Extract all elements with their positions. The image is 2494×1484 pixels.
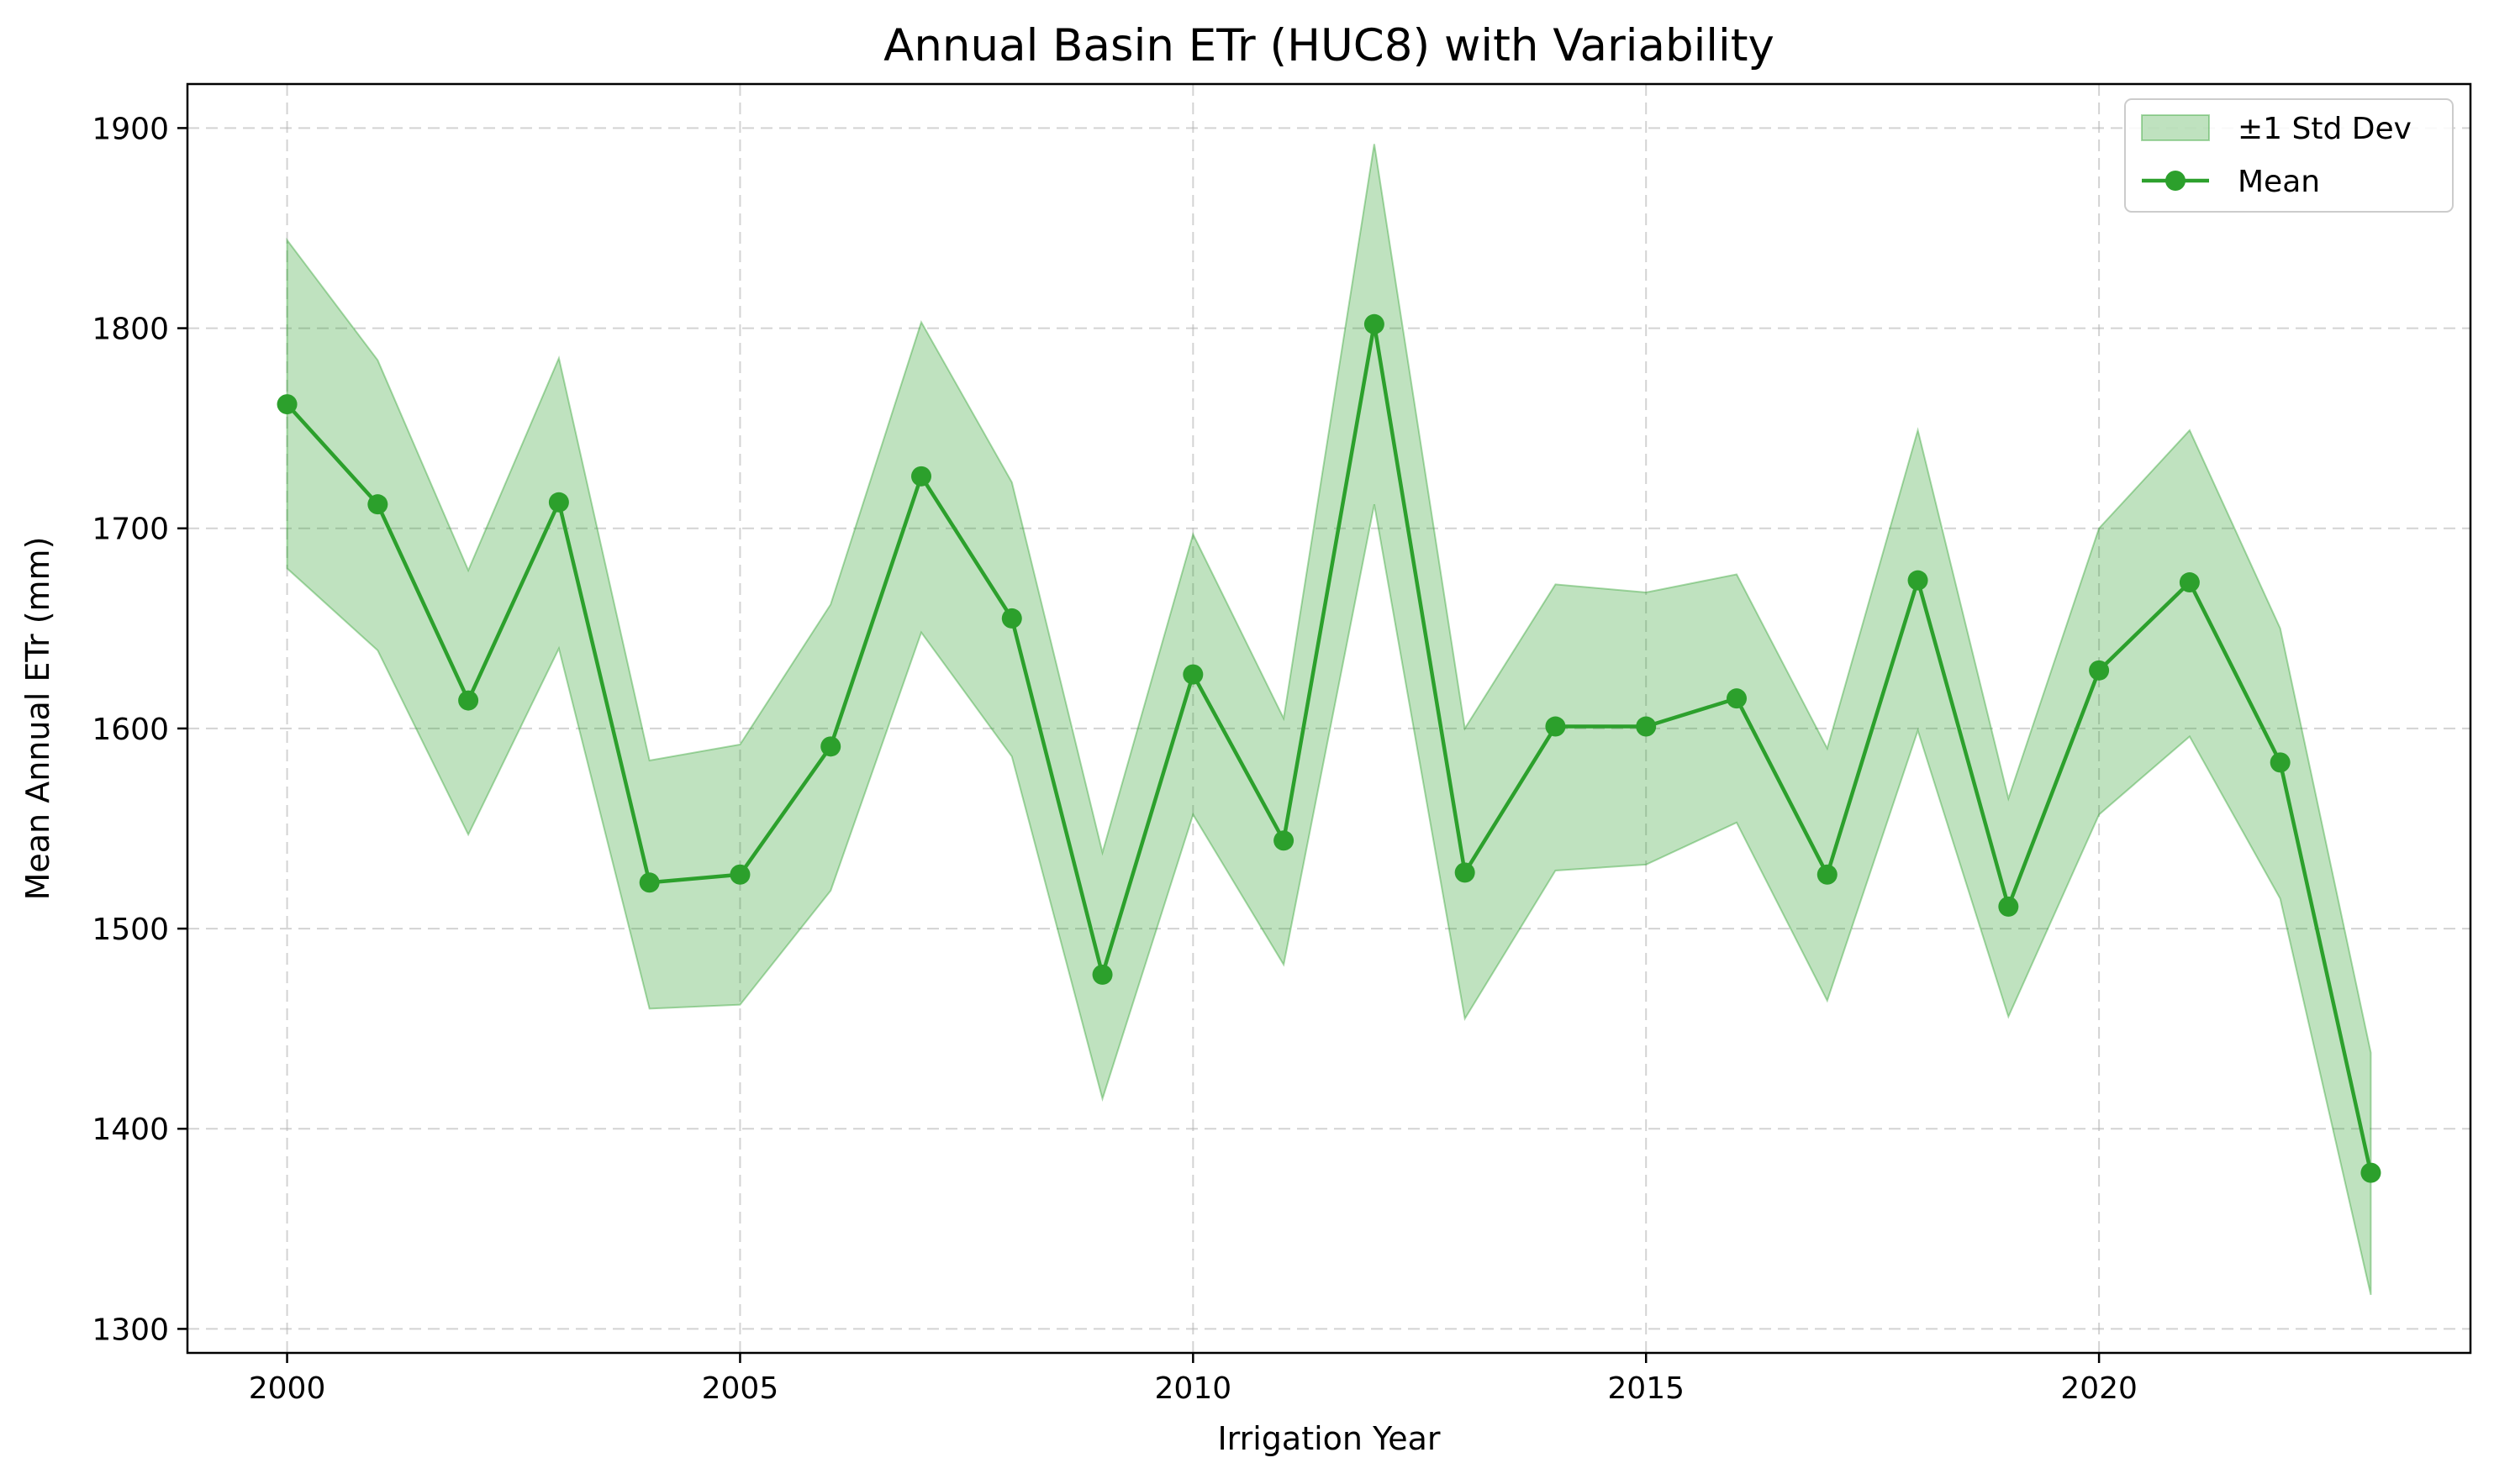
y-tick-label: 1800 xyxy=(92,313,169,347)
mean-line xyxy=(285,322,2373,1174)
y-tick-label: 1300 xyxy=(92,1313,169,1347)
mean-point xyxy=(911,466,931,487)
mean-point xyxy=(2089,660,2110,681)
std-dev-band-layer xyxy=(286,144,2372,1296)
mean-point xyxy=(1183,664,1204,685)
y-tick-label: 1600 xyxy=(92,713,169,747)
legend-mean-marker xyxy=(2165,171,2186,191)
x-tick-label: 2000 xyxy=(249,1371,326,1406)
mean-point xyxy=(820,736,841,757)
mean-point xyxy=(1727,688,1747,709)
x-axis-ticks: 2000 2005 2010 2015 2020 xyxy=(249,1353,2138,1406)
legend: ±1 Std Dev Mean xyxy=(2124,98,2454,213)
mean-point xyxy=(1363,313,1384,334)
mean-point xyxy=(1636,716,1657,737)
mean-point xyxy=(458,690,479,711)
y-axis-ticks: 1300 1400 1500 1600 1700 1800 1900 xyxy=(92,112,187,1347)
mean-point xyxy=(1001,608,1022,629)
mean-point xyxy=(2270,752,2291,773)
y-tick-label: 1500 xyxy=(92,913,169,947)
mean-point xyxy=(1816,864,1838,885)
mean-point xyxy=(1454,862,1475,883)
mean-point xyxy=(1998,896,2019,917)
legend-std-dev-label: ±1 Std Dev xyxy=(2238,112,2412,146)
y-tick-label: 1400 xyxy=(92,1113,169,1147)
x-tick-label: 2010 xyxy=(1155,1371,1232,1406)
y-tick-label: 1900 xyxy=(92,112,169,146)
x-tick-label: 2005 xyxy=(702,1371,779,1406)
y-tick-label: 1700 xyxy=(92,513,169,547)
mean-point xyxy=(730,864,751,885)
chart-title: Annual Basin ETr (HUC8) with Variability xyxy=(883,20,1774,71)
mean-point xyxy=(1092,964,1113,985)
mean-point xyxy=(2360,1162,2381,1183)
legend-box xyxy=(2124,98,2454,213)
series-layer xyxy=(277,313,2381,1183)
std-dev-band xyxy=(286,144,2372,1296)
legend-mean-label: Mean xyxy=(2238,165,2320,199)
y-axis-label: Mean Annual ETr (mm) xyxy=(19,537,56,901)
mean-point xyxy=(1273,830,1294,851)
mean-point xyxy=(1907,570,1928,591)
plot-frame xyxy=(186,82,2472,1355)
x-axis-label: Irrigation Year xyxy=(1217,1420,1440,1457)
mean-point xyxy=(2179,572,2200,593)
gridlines xyxy=(187,84,2470,1353)
mean-point xyxy=(1545,716,1566,737)
mean-point xyxy=(367,494,388,515)
mean-point xyxy=(639,872,660,893)
mean-point xyxy=(548,492,569,513)
legend-std-dev-swatch xyxy=(2141,114,2210,141)
x-tick-label: 2020 xyxy=(2060,1371,2138,1406)
mean-point xyxy=(277,394,298,415)
x-tick-label: 2015 xyxy=(1607,1371,1685,1406)
